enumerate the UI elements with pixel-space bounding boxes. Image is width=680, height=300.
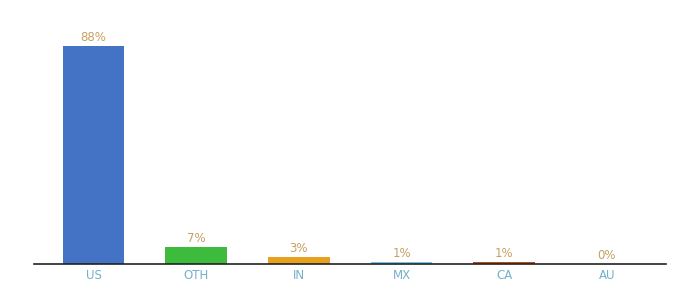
- Text: 3%: 3%: [290, 242, 308, 255]
- Text: 1%: 1%: [495, 247, 513, 260]
- Bar: [576, 263, 638, 264]
- Bar: [63, 46, 124, 264]
- Bar: [371, 262, 432, 264]
- Bar: [268, 256, 330, 264]
- Text: 0%: 0%: [598, 248, 616, 262]
- Bar: [165, 247, 227, 264]
- Text: 88%: 88%: [81, 31, 107, 44]
- Text: 1%: 1%: [392, 247, 411, 260]
- Text: 7%: 7%: [187, 232, 205, 245]
- Bar: [473, 262, 535, 264]
